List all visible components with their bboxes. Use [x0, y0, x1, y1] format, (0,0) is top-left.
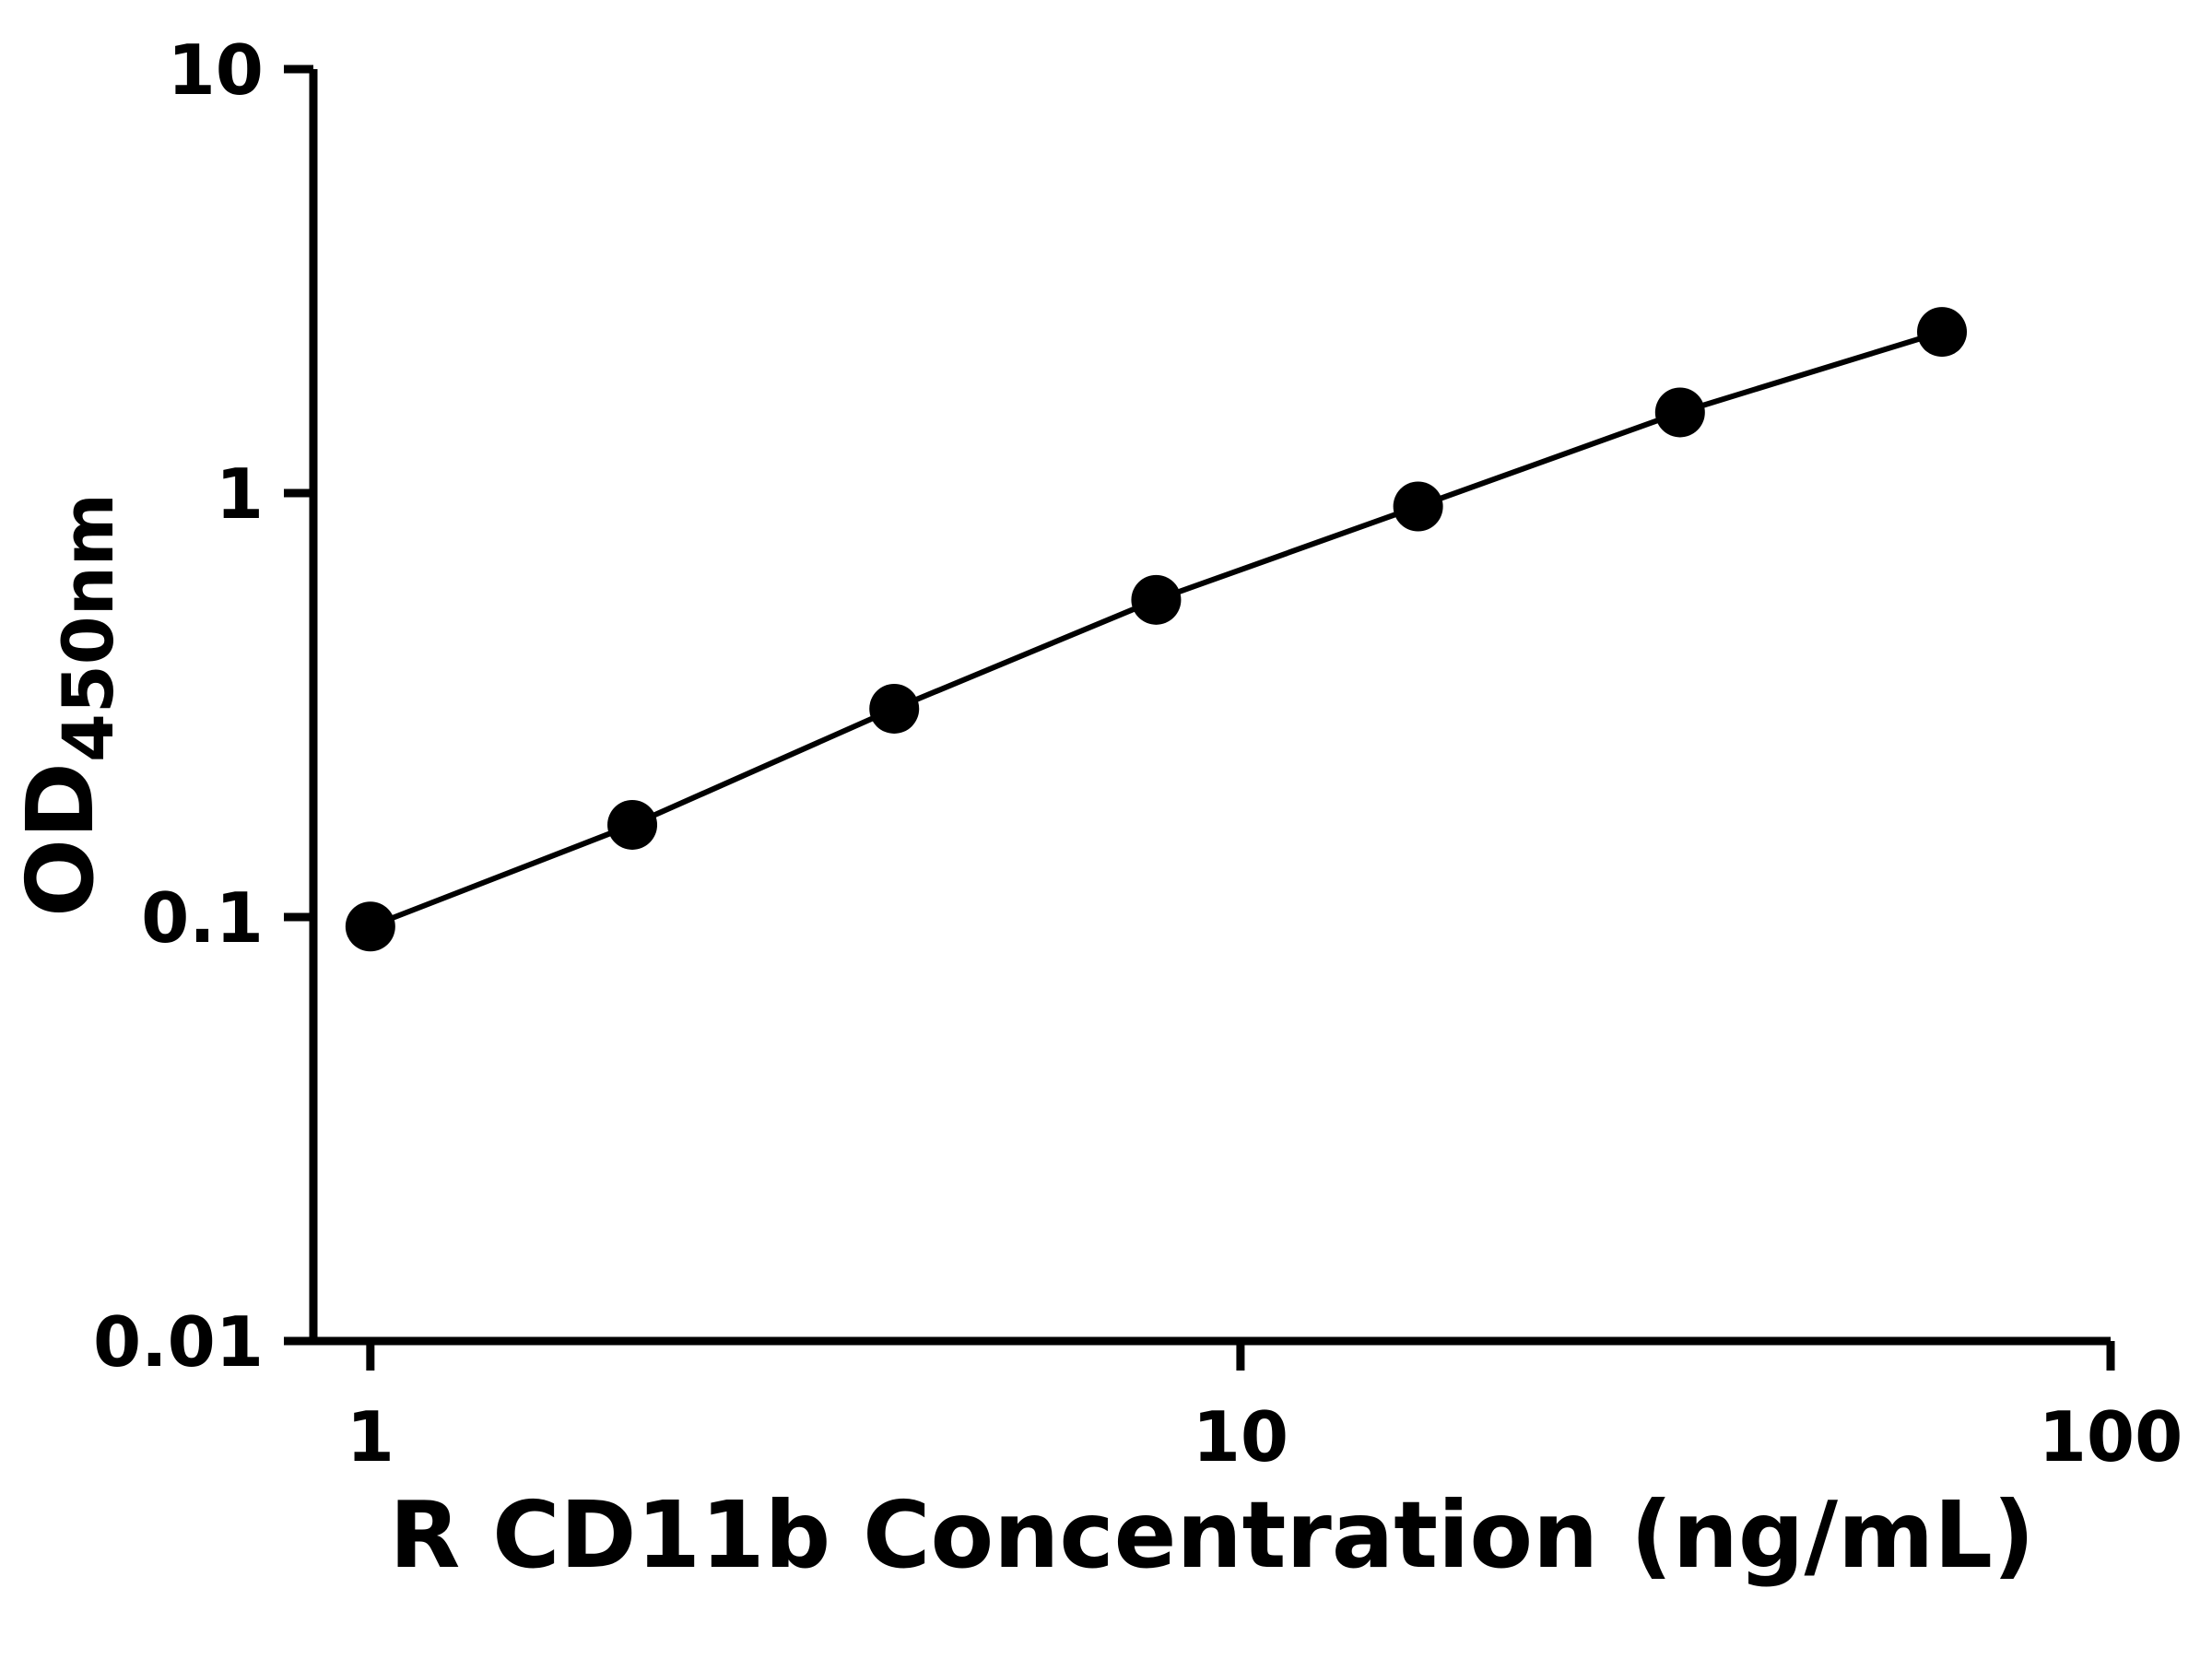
- axis-lines: [309, 69, 2111, 1346]
- y-axis-label-main: OD: [6, 762, 114, 917]
- y-axis-tick-label: 1: [216, 453, 264, 535]
- y-axis-tick-label: 10: [168, 29, 264, 111]
- y-axis-label-subscript: 450nm: [47, 493, 129, 762]
- data-point: [607, 799, 658, 850]
- series-line: [369, 329, 1943, 930]
- x-axis-label: R CD11b Concentration (ng/mL): [389, 1481, 2034, 1589]
- data-point: [1131, 574, 1182, 625]
- data-point: [345, 901, 395, 952]
- y-axis-tick-label: 0.1: [141, 877, 264, 959]
- x-axis-tick-label: 1: [347, 1396, 394, 1477]
- y-axis-label: OD450nm: [6, 493, 129, 917]
- data-point: [869, 683, 920, 734]
- standard-curve-series: [345, 307, 1968, 952]
- x-axis-tick-label: 10: [1193, 1396, 1288, 1477]
- axes: 1 10 100 10 1 0.1 0.01: [93, 29, 2183, 1477]
- x-axis-tick-label: 100: [2039, 1396, 2183, 1477]
- data-point: [1393, 481, 1443, 532]
- y-axis-tick-label: 0.01: [93, 1301, 264, 1382]
- data-point: [1654, 387, 1705, 438]
- data-point: [1917, 307, 1968, 358]
